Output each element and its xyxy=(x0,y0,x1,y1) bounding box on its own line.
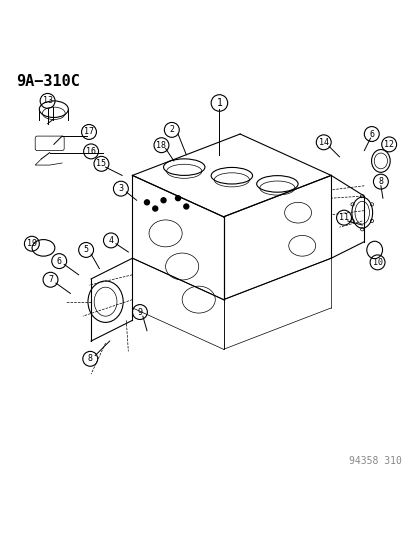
Circle shape xyxy=(183,204,188,209)
Text: 6: 6 xyxy=(368,130,373,139)
Text: 7: 7 xyxy=(48,275,53,284)
Text: 3: 3 xyxy=(118,184,123,193)
Text: 15: 15 xyxy=(96,159,106,168)
Text: 14: 14 xyxy=(318,138,328,147)
Text: 9: 9 xyxy=(137,308,142,317)
Text: 12: 12 xyxy=(383,140,393,149)
Text: 11: 11 xyxy=(338,213,348,222)
Circle shape xyxy=(161,198,166,203)
Text: 18: 18 xyxy=(156,141,166,150)
Text: 1: 1 xyxy=(216,98,222,108)
Text: 5: 5 xyxy=(83,245,88,254)
Text: 17: 17 xyxy=(84,127,94,136)
Circle shape xyxy=(175,196,180,200)
Text: 19: 19 xyxy=(27,239,37,248)
Text: 8: 8 xyxy=(377,177,382,186)
Text: 16: 16 xyxy=(86,147,96,156)
Text: 8: 8 xyxy=(88,354,93,364)
Circle shape xyxy=(144,200,149,205)
Text: 9A−310C: 9A−310C xyxy=(17,74,80,89)
Text: 13: 13 xyxy=(43,96,52,106)
Text: 2: 2 xyxy=(169,125,174,134)
Text: 4: 4 xyxy=(108,236,113,245)
Text: 94358 310: 94358 310 xyxy=(348,456,401,466)
Circle shape xyxy=(152,206,157,211)
Text: 10: 10 xyxy=(372,258,382,267)
Text: 6: 6 xyxy=(57,256,62,265)
